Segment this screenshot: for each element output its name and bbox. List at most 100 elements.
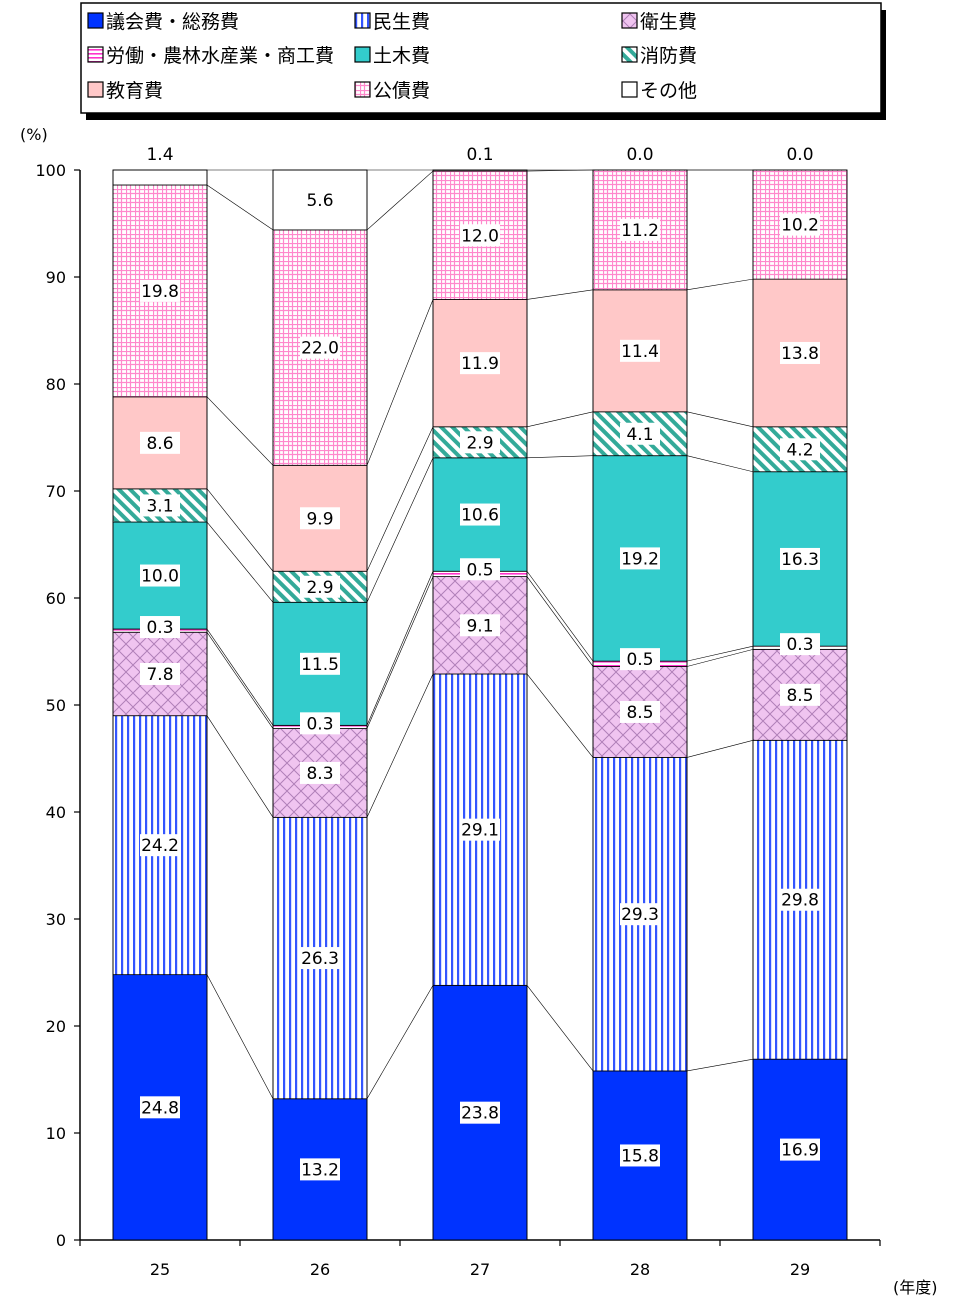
value-label-bg [780, 213, 820, 236]
legend-item: 教育費 [87, 80, 163, 102]
value-label-text: 4.2 [786, 440, 813, 460]
value-label: 23.8 [460, 1101, 500, 1124]
value-label-bg [140, 431, 180, 454]
value-label-text: 11.2 [621, 221, 659, 241]
value-label-bg [620, 648, 660, 671]
value-label-text: 0.3 [306, 714, 333, 734]
connector-line [366, 576, 434, 729]
value-label: 29.8 [780, 888, 820, 911]
value-label-bg [140, 1096, 180, 1119]
x-tick-label: 29 [790, 1260, 810, 1279]
value-label: 12.0 [460, 224, 500, 247]
y-tick-label: 50 [46, 696, 66, 715]
value-label: 13.8 [780, 341, 820, 364]
value-label: 3.1 [140, 494, 180, 517]
value-label-text: 8.3 [306, 764, 333, 784]
value-label-bg [460, 818, 500, 841]
value-label-text: 8.5 [786, 686, 813, 706]
x-tick-label: 25 [150, 1260, 170, 1279]
value-label: 9.9 [300, 507, 340, 530]
connector-line [366, 426, 434, 572]
value-label: 29.1 [460, 818, 500, 841]
legend-swatch [354, 12, 371, 29]
value-label-text: 29.3 [621, 905, 659, 925]
y-tick-label: 10 [46, 1124, 66, 1143]
value-label-text: 0.1 [466, 145, 493, 165]
y-tick-label: 60 [46, 589, 66, 608]
value-label-text: 11.4 [621, 342, 659, 362]
value-label-text: 16.9 [781, 1141, 819, 1161]
value-label-bg [300, 947, 340, 970]
x-axis-label: (年度) [893, 1278, 938, 1297]
value-label-bg [460, 431, 500, 454]
connector-line [686, 645, 754, 662]
connector-line [686, 411, 754, 428]
value-label-bg [300, 712, 340, 735]
connector-line [526, 576, 594, 667]
value-label: 0.3 [300, 712, 340, 735]
legend-swatch [87, 12, 104, 29]
legend-item: 公債費 [354, 80, 430, 102]
y-tick-label: 40 [46, 803, 66, 822]
value-label-text: 1.4 [146, 145, 173, 165]
value-label: 0.5 [460, 558, 500, 581]
legend-label: 消防費 [640, 45, 697, 67]
legend-label: その他 [640, 80, 697, 102]
connector-line [366, 170, 434, 231]
value-label: 11.2 [620, 218, 660, 241]
value-label-text: 2.9 [466, 433, 493, 453]
value-label-bg [300, 336, 340, 359]
connector-line [686, 649, 754, 667]
connector-line [686, 278, 754, 291]
value-label-bg [620, 1144, 660, 1167]
connector-line [686, 740, 754, 758]
value-label-text: 16.3 [781, 550, 819, 570]
legend-label: 労働・農林水産業・商工費 [106, 45, 334, 67]
value-label-text: 0.0 [786, 145, 813, 165]
legend-item: 民生費 [354, 11, 430, 33]
legend-swatch [354, 81, 371, 98]
value-label: 8.5 [780, 683, 820, 706]
value-label-text: 2.9 [306, 578, 333, 598]
value-label-text: 26.3 [301, 949, 339, 969]
value-label: 10.6 [460, 503, 500, 526]
value-label-bg [620, 903, 660, 926]
connector-line [206, 715, 274, 818]
value-label-text: 15.8 [621, 1146, 659, 1166]
value-label: 19.2 [620, 547, 660, 570]
value-label: 29.3 [620, 903, 660, 926]
legend-item: 土木費 [354, 45, 430, 67]
value-label: 1.4 [146, 145, 173, 165]
value-label-text: 8.5 [626, 703, 653, 723]
value-label-bg [140, 279, 180, 302]
value-label-bg [780, 683, 820, 706]
value-label-text: 24.8 [141, 1098, 179, 1118]
connector-line [206, 974, 274, 1099]
connector-line [526, 455, 594, 459]
value-label-bg [780, 438, 820, 461]
connector-line [366, 673, 434, 818]
value-label: 16.9 [780, 1138, 820, 1161]
value-label-text: 3.1 [146, 496, 173, 516]
legend-item: 労働・農林水産業・商工費 [87, 45, 334, 67]
value-label: 10.2 [780, 213, 820, 236]
value-label: 16.3 [780, 547, 820, 570]
value-label: 2.9 [460, 431, 500, 454]
connector-line [366, 299, 434, 466]
value-label: 5.6 [300, 188, 340, 211]
value-label: 0.3 [140, 616, 180, 639]
legend-swatch [621, 46, 638, 63]
value-label-bg [620, 218, 660, 241]
value-label-text: 23.8 [461, 1104, 499, 1124]
bars [112, 169, 848, 1241]
value-label-bg [460, 614, 500, 637]
value-label: 0.0 [626, 145, 653, 165]
value-label-bg [460, 352, 500, 375]
y-tick-label: 90 [46, 268, 66, 287]
value-label-bg [460, 558, 500, 581]
value-label-text: 12.0 [461, 226, 499, 246]
value-label: 2.9 [300, 575, 340, 598]
bar-segment [112, 169, 208, 186]
value-label: 10.0 [140, 564, 180, 587]
